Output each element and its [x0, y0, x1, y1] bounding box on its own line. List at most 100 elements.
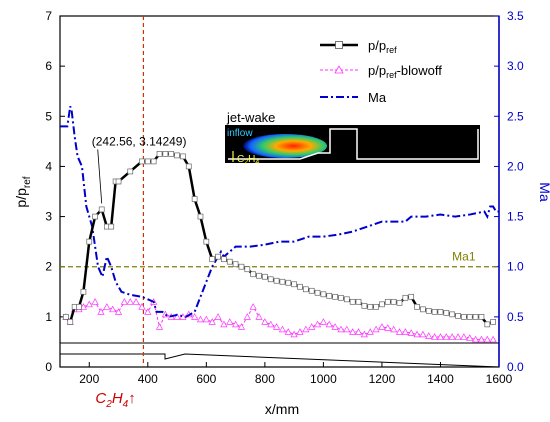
blowoff-point	[378, 323, 386, 330]
blowoff-point	[431, 333, 439, 340]
p-point	[484, 321, 491, 328]
p-point	[226, 258, 233, 265]
blowoff-point	[202, 315, 210, 323]
y2-tick-label: 0.5	[507, 310, 524, 324]
blowoff-point	[436, 333, 445, 340]
p-point	[191, 196, 198, 202]
blowoff-point	[237, 323, 246, 330]
p-point	[349, 298, 356, 305]
blowoff-point	[232, 320, 240, 328]
blowoff-point	[79, 303, 88, 310]
p-point	[414, 303, 420, 310]
x-tick-label: 1200	[369, 372, 396, 386]
p-point	[420, 306, 426, 313]
p-point	[174, 152, 180, 159]
y2-tick-label: 3.0	[507, 59, 524, 73]
blowoff-point	[384, 324, 392, 331]
p-point	[279, 278, 286, 285]
p-point	[139, 158, 145, 165]
legend-marker-blowoff	[334, 65, 344, 74]
p-point	[302, 286, 309, 293]
duct-outline	[60, 342, 500, 368]
y2-tick-label: 2.0	[507, 159, 524, 173]
x-tick-label: 200	[79, 372, 99, 386]
p-point	[180, 153, 186, 160]
blowoff-point	[249, 303, 257, 310]
y-tick-label: 7	[45, 9, 52, 23]
series-p	[63, 151, 496, 328]
p-point	[472, 314, 479, 320]
blowoff-point	[425, 332, 433, 339]
p-point	[320, 291, 327, 298]
p-point	[203, 238, 210, 245]
p-point	[273, 277, 280, 284]
p-point	[108, 223, 115, 230]
y-axis-title-sub: ref	[22, 176, 33, 188]
p-point	[267, 276, 274, 283]
p-point	[466, 314, 473, 320]
p-point	[197, 213, 204, 220]
y2-axis-title: Ma	[537, 182, 550, 202]
y-tick-label: 5	[45, 109, 52, 123]
blowoff-point	[331, 323, 339, 330]
ma-line	[60, 105, 499, 318]
x-tick-label: 1400	[427, 372, 454, 386]
p-point	[221, 256, 227, 263]
inset-wall	[228, 128, 479, 160]
blowoff-point	[477, 335, 486, 343]
x-tick-label: 600	[196, 372, 216, 386]
p-point	[338, 294, 344, 301]
p-point	[361, 302, 368, 309]
p-point	[297, 283, 303, 290]
blowoff-point	[460, 333, 468, 340]
p-point	[185, 163, 192, 170]
y-tick-label: 6	[45, 59, 52, 73]
p-point	[256, 272, 262, 279]
x-tick-label: 400	[138, 372, 158, 386]
legend-label-ma: Ma	[368, 90, 387, 105]
p-point	[168, 151, 175, 157]
y2-tick-label: 0.0	[507, 360, 524, 374]
p-point	[86, 238, 93, 245]
legend: p/pref p/pref-blowoff Ma	[320, 38, 442, 105]
blowoff-point	[390, 325, 398, 333]
y-tick-labels: 0 1 2 3 4 5 6 7	[45, 9, 65, 374]
y2-tick-labels: 0.0 0.5 1.0 1.5 2.0 2.5 3.0 3.5	[494, 9, 524, 374]
blowoff-point	[272, 323, 281, 330]
blowoff-point	[255, 313, 263, 320]
x-axis-fuel-label: C2H4↑	[95, 390, 135, 410]
blowoff-point	[191, 313, 199, 320]
p-point	[162, 151, 169, 157]
p-point	[408, 293, 415, 300]
p-point	[150, 158, 157, 165]
blowoff-point	[302, 325, 310, 333]
p-point	[308, 287, 315, 294]
blowoff-point	[337, 325, 345, 333]
blowoff-point	[372, 325, 380, 333]
blowoff-point	[267, 320, 275, 328]
p-point	[215, 253, 221, 260]
blowoff-point	[208, 318, 216, 325]
legend-label-p: p/pref	[368, 38, 397, 55]
p-point	[332, 293, 338, 300]
blowoff-point	[442, 333, 450, 340]
blowoff-point	[278, 325, 287, 333]
y2-tick-label: 1.5	[507, 210, 524, 224]
p-point	[326, 292, 333, 299]
p-point	[244, 266, 251, 273]
blowoff-point	[471, 335, 480, 343]
p-point	[390, 298, 397, 305]
inset-fuel-sub2: 4	[255, 159, 259, 166]
blowoff-point	[349, 328, 357, 335]
inset-fuel-h: H	[248, 154, 255, 165]
p-point	[291, 281, 297, 288]
blowoff-point	[489, 335, 497, 343]
blowoff-point	[319, 318, 327, 325]
blowoff-point	[284, 328, 292, 335]
inset-fuel-c: C	[237, 154, 244, 165]
p-point	[144, 158, 151, 165]
blowoff-point	[483, 335, 491, 343]
blowoff-point	[114, 308, 123, 315]
y-tick-label: 4	[45, 159, 52, 173]
p-point	[262, 273, 268, 280]
